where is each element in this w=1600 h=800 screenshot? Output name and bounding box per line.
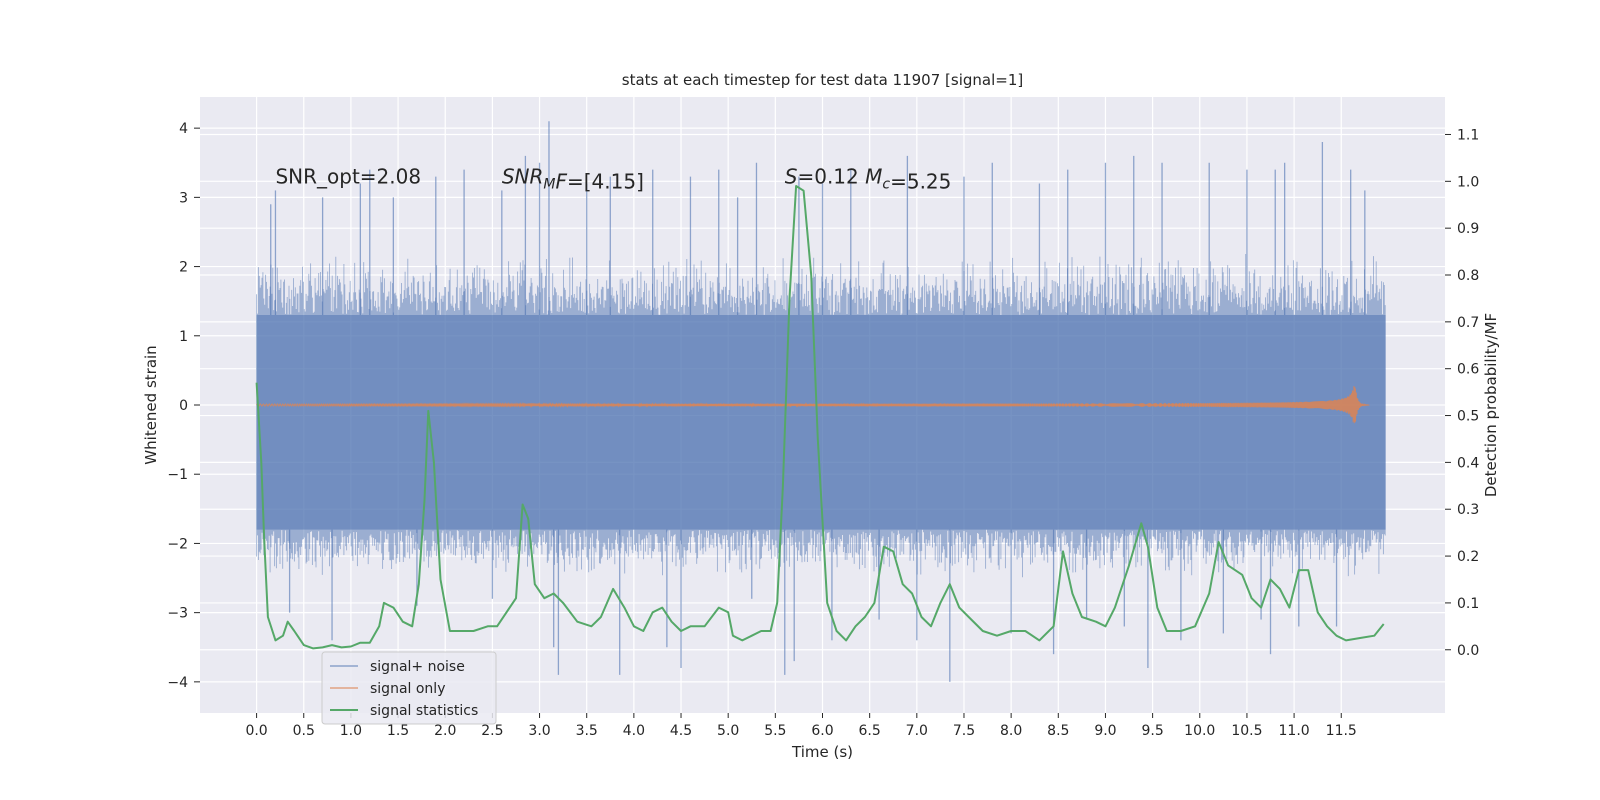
y-left-tick-label: −4 bbox=[167, 675, 188, 691]
x-tick-label: 6.5 bbox=[859, 723, 881, 739]
legend-label-3: signal statistics bbox=[370, 703, 478, 719]
series-signal-only bbox=[256, 385, 1370, 424]
y-left-tick-label: 3 bbox=[179, 190, 188, 206]
x-tick-label: 11.5 bbox=[1326, 723, 1357, 739]
x-tick-label: 4.0 bbox=[623, 723, 645, 739]
annotation-1: SNR_opt=2.08 bbox=[275, 165, 421, 189]
y-right-tick-label: 1.0 bbox=[1457, 174, 1479, 190]
annotation-part: M bbox=[865, 165, 882, 189]
annotation-part: SNR_opt=2.08 bbox=[275, 165, 421, 189]
x-tick-label: 5.5 bbox=[764, 723, 786, 739]
y-right-tick-label: 0.6 bbox=[1457, 362, 1479, 378]
y-right-tick-label: 0.9 bbox=[1457, 221, 1479, 237]
x-tick-label: 11.0 bbox=[1279, 723, 1310, 739]
y-right-tick-label: 0.7 bbox=[1457, 315, 1479, 331]
x-tick-label: 8.5 bbox=[1047, 723, 1069, 739]
x-tick-label: 7.5 bbox=[953, 723, 975, 739]
y-left-tick-label: 1 bbox=[179, 329, 188, 345]
x-tick-label: 3.0 bbox=[528, 723, 550, 739]
x-tick-label: 0.0 bbox=[245, 723, 267, 739]
y-right-tick-label: 1.1 bbox=[1457, 127, 1479, 143]
annotation-part: F bbox=[555, 170, 567, 194]
noise-trace bbox=[256, 254, 1386, 578]
annotation-part: c bbox=[882, 177, 890, 193]
y-right-tick-label: 0.8 bbox=[1457, 268, 1479, 284]
annotation-part: S bbox=[785, 165, 798, 189]
y-axis-right: 1.1 1.0 0.9 0.8 0.7 0.6 0.5 0.4 0.3 0.2 0.1 0.0 bbox=[1445, 127, 1479, 659]
legend: signal+ noise signal only signal statistic… bbox=[321, 651, 497, 725]
annotations: SNR_opt=2.08 SNRMF=[4.15] S=0.12 Mc=5.25 bbox=[275, 165, 951, 194]
x-tick-label: 1.0 bbox=[340, 723, 362, 739]
legend-label-2: signal only bbox=[370, 681, 445, 697]
y-left-tick-label: 0 bbox=[179, 398, 188, 414]
annotation-part: M bbox=[543, 177, 555, 193]
chart-title: stats at each timestep for test data 119… bbox=[622, 71, 1023, 89]
y-right-tick-label: 0.5 bbox=[1457, 409, 1479, 425]
x-axis-label: Time (s) bbox=[791, 743, 853, 761]
y-right-tick-label: 0.2 bbox=[1457, 549, 1479, 565]
x-tick-label: 2.0 bbox=[434, 723, 456, 739]
x-tick-label: 7.0 bbox=[906, 723, 928, 739]
x-tick-label: 8.0 bbox=[1000, 723, 1022, 739]
y-right-tick-label: 0.1 bbox=[1457, 596, 1479, 612]
x-tick-label: 5.0 bbox=[717, 723, 739, 739]
chirp-trace bbox=[256, 385, 1370, 424]
x-tick-label: 9.0 bbox=[1094, 723, 1116, 739]
y-right-tick-label: 0.4 bbox=[1457, 455, 1479, 471]
y-axis-left: 4 3 2 1 0 −1 −2 −3 −4 bbox=[167, 121, 200, 691]
x-tick-label: 0.5 bbox=[293, 723, 315, 739]
y-right-tick-label: 0.0 bbox=[1457, 643, 1479, 659]
y-left-tick-label: −2 bbox=[167, 536, 188, 552]
y-left-tick-label: 2 bbox=[179, 260, 188, 276]
x-axis: 0.0 0.5 1.0 1.5 2.0 2.5 3.0 3.5 4.0 4.5 5.0 5.5 6.0 6… bbox=[245, 713, 1357, 739]
statistics-line bbox=[255, 185, 1385, 650]
y-left-tick-label: 4 bbox=[179, 121, 188, 137]
series-signal-statistics bbox=[255, 185, 1385, 650]
y-left-tick-label: −3 bbox=[167, 606, 188, 622]
x-tick-label: 3.5 bbox=[576, 723, 598, 739]
annotation-part: =[4.15] bbox=[567, 170, 644, 194]
annotation-part: =5.25 bbox=[890, 170, 951, 194]
x-tick-label: 4.5 bbox=[670, 723, 692, 739]
legend-label-1: signal+ noise bbox=[370, 659, 465, 675]
x-tick-label: 2.5 bbox=[481, 723, 503, 739]
x-tick-label: 10.5 bbox=[1231, 723, 1262, 739]
legend-box bbox=[321, 651, 497, 725]
annotation-part: =0.12 bbox=[797, 165, 865, 189]
x-tick-label: 10.0 bbox=[1184, 723, 1215, 739]
y-axis-right-label: Detection probability/MF bbox=[1482, 313, 1500, 497]
y-axis-left-label: Whitened strain bbox=[142, 345, 160, 464]
annotation-part: SNR bbox=[502, 165, 544, 189]
x-tick-label: 1.5 bbox=[387, 723, 409, 739]
x-tick-label: 9.5 bbox=[1141, 723, 1163, 739]
y-left-tick-label: −1 bbox=[167, 467, 188, 483]
annotation-2: SNRMF=[4.15] bbox=[502, 165, 644, 194]
annotation-3: S=0.12 Mc=5.25 bbox=[785, 165, 952, 194]
x-tick-label: 6.0 bbox=[811, 723, 833, 739]
y-right-tick-label: 0.3 bbox=[1457, 502, 1479, 518]
